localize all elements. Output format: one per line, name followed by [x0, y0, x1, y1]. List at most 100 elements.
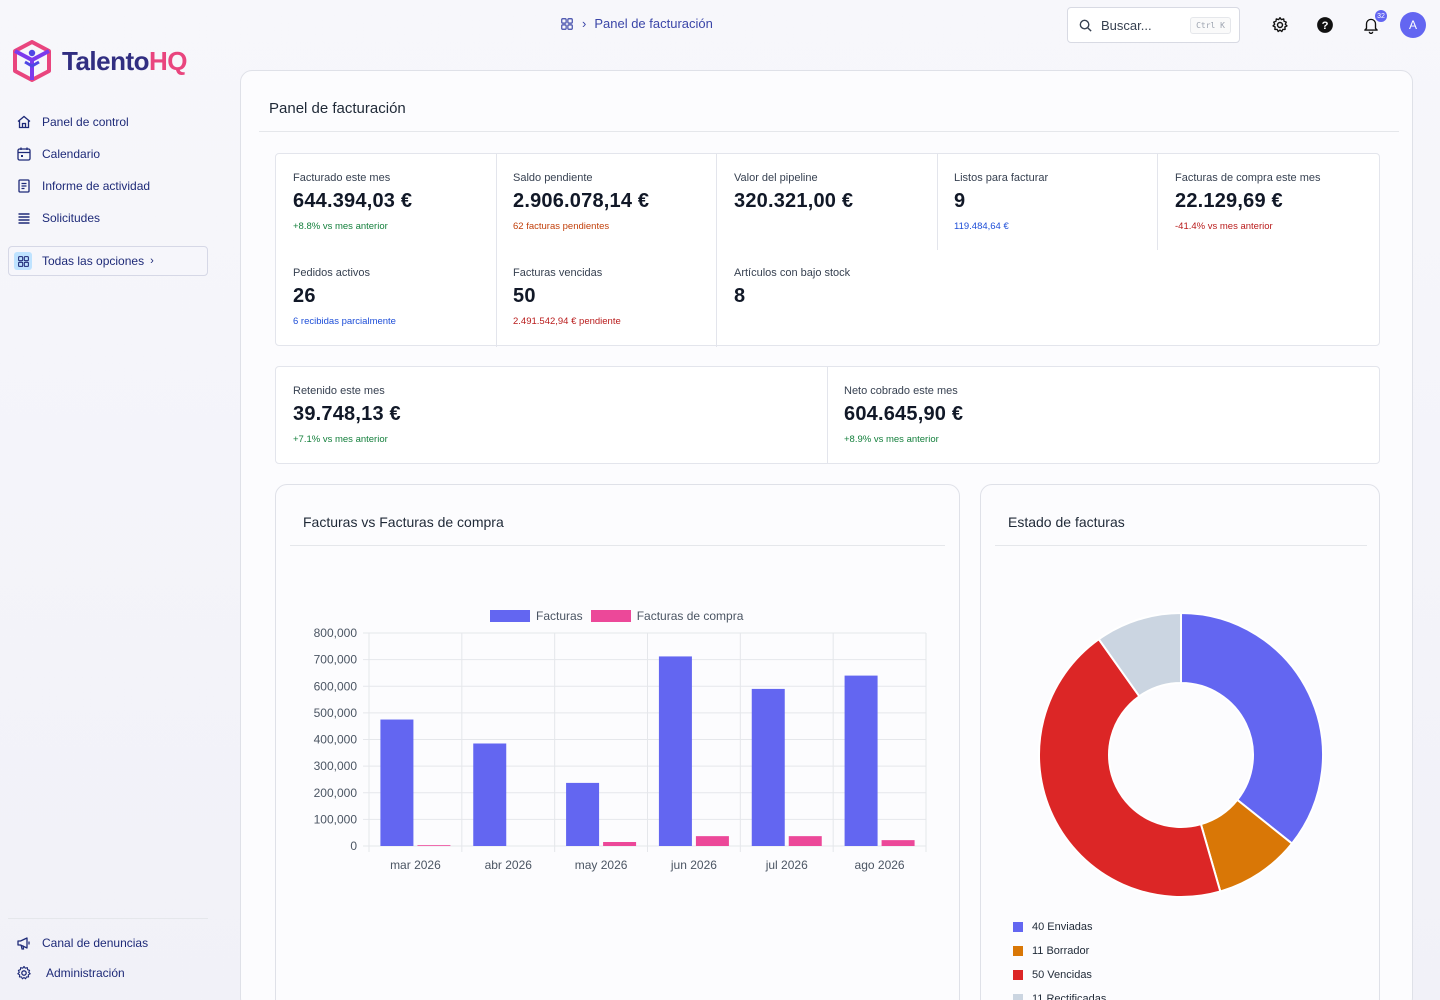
donut-slice-vencidas[interactable]	[1038, 637, 1222, 898]
bar-facturas-compra[interactable]	[417, 845, 451, 846]
sidebar-item-label: Solicitudes	[42, 211, 101, 225]
search-icon	[1079, 19, 1092, 32]
kpi-trend: -41.4% vs mes anterior	[1175, 221, 1273, 232]
kpi-card[interactable]: Neto cobrado este mes 604.645,90 € +8.9%…	[827, 367, 1377, 445]
kpi-value: 644.394,03 €	[293, 190, 413, 212]
kpi-card[interactable]: Retenido este mes 39.748,13 € +7.1% vs m…	[276, 367, 826, 445]
bar-facturas[interactable]	[751, 688, 785, 846]
all-options-label: Todas las opciones	[42, 254, 145, 268]
search-input[interactable]	[1101, 17, 1181, 33]
sidebar-item-panel-control[interactable]: Panel de control	[8, 106, 208, 138]
help-button[interactable]: ?	[1314, 14, 1336, 36]
bar-facturas[interactable]	[658, 656, 692, 846]
legend-label: 40 Enviadas	[1032, 921, 1093, 933]
x-tick-label: may 2026	[575, 858, 628, 872]
kpi-label: Neto cobrado este mes	[844, 385, 958, 397]
bell-icon	[1364, 18, 1378, 34]
sidebar-item-label: Administración	[46, 966, 125, 980]
bar-facturas[interactable]	[566, 782, 600, 846]
sidebar-item-canal-denuncias[interactable]: Canal de denuncias	[8, 928, 208, 958]
bar-chart: 0 100,000 200,000 300,000 400,000 500,000 600,…	[314, 626, 927, 872]
calendar-icon	[17, 147, 31, 161]
kpi-label: Artículos con bajo stock	[734, 267, 851, 279]
kpi-label: Valor del pipeline	[734, 172, 818, 184]
divider	[290, 545, 945, 546]
kpi-label: Facturas vencidas	[513, 267, 603, 279]
legend-item[interactable]: 11 Borrador	[1013, 939, 1106, 963]
sidebar-item-calendario[interactable]: Calendario	[8, 138, 208, 170]
kpi-card[interactable]: Facturado este mes 644.394,03 € +8.8% vs…	[276, 154, 496, 232]
x-tick-label: mar 2026	[390, 858, 441, 872]
y-tick-label: 700,000	[314, 653, 358, 667]
kpi-value: 320.321,00 €	[734, 190, 854, 212]
kpi-trend: 6 recibidas parcialmente	[293, 316, 396, 327]
sidebar-item-label: Calendario	[42, 147, 101, 161]
kpi-card[interactable]: Artículos con bajo stock 8	[717, 249, 1017, 308]
shortcut-hint: Ctrl K	[1190, 16, 1231, 34]
logo-text: TalentoHQ	[62, 45, 188, 76]
notifications-button[interactable]	[1360, 14, 1382, 36]
kpi-value: 9	[954, 190, 966, 212]
bar-chart-card: Facturas vs Facturas de compra Facturas …	[275, 484, 960, 1000]
y-tick-label: 800,000	[314, 626, 358, 640]
kpi-card[interactable]: Facturas vencidas 50 2.491.542,94 € pend…	[496, 249, 716, 327]
kpi-card[interactable]: Facturas de compra este mes 22.129,69 € …	[1158, 154, 1378, 232]
notification-badge: 32	[1375, 10, 1387, 22]
sidebar-item-solicitudes[interactable]: Solicitudes	[8, 202, 208, 234]
divider	[937, 154, 938, 250]
donut-slice-rectificadas[interactable]	[1097, 611, 1182, 698]
y-tick-label: 100,000	[314, 812, 358, 826]
kpi-trend: 62 facturas pendientes	[513, 221, 610, 232]
breadcrumb-current[interactable]: Panel de facturación	[594, 16, 713, 31]
divider	[716, 154, 717, 347]
bar-facturas[interactable]	[473, 743, 507, 846]
legend-item[interactable]: Facturas de compra	[590, 609, 744, 623]
kpi-trend: +8.8% vs mes anterior	[293, 221, 388, 232]
kpi-trend: +7.1% vs mes anterior	[293, 434, 388, 445]
chevron-right-icon: ›	[150, 255, 154, 267]
donut-chart-card: Estado de facturas 40 Enviadas 11 Borrado…	[980, 484, 1380, 1000]
legend-item[interactable]: 50 Vencidas	[1013, 963, 1106, 987]
divider	[995, 545, 1367, 546]
kpi-trend: 2.491.542,94 € pendiente	[513, 316, 621, 327]
avatar[interactable]: A	[1400, 12, 1426, 38]
card-title: Facturas vs Facturas de compra	[303, 514, 504, 530]
bar-facturas-compra[interactable]	[695, 836, 729, 846]
megaphone-icon	[17, 937, 30, 950]
logo[interactable]: TalentoHQ	[12, 40, 188, 82]
legend-item[interactable]: 40 Enviadas	[1013, 915, 1106, 939]
bar-facturas-compra[interactable]	[788, 836, 822, 846]
kpi-card[interactable]: Saldo pendiente 2.906.078,14 € 62 factur…	[496, 154, 716, 232]
grid-icon[interactable]	[560, 17, 574, 31]
x-tick-label: ago 2026	[855, 858, 905, 872]
kpi-card[interactable]: Listos para facturar 9 119.484,64 €	[937, 154, 1157, 232]
kpi-card[interactable]: Valor del pipeline 320.321,00 €	[717, 154, 937, 213]
all-options-button[interactable]: Todas las opciones ›	[8, 246, 208, 276]
divider	[259, 131, 1399, 132]
legend-label: 50 Vencidas	[1032, 969, 1092, 981]
search-box[interactable]: Ctrl K	[1067, 7, 1240, 43]
legend-swatch	[490, 610, 530, 622]
legend-item[interactable]: 11 Rectificadas	[1013, 987, 1106, 1000]
sidebar-item-administracion[interactable]: Administración	[8, 958, 208, 988]
legend-swatch	[1013, 922, 1023, 932]
x-tick-label: jun 2026	[670, 858, 717, 872]
sidebar-item-label: Canal de denuncias	[42, 936, 149, 950]
donut-slice-enviadas[interactable]	[1180, 611, 1324, 845]
legend-item[interactable]: Facturas	[490, 609, 583, 623]
divider	[1157, 154, 1158, 250]
donut-chart	[1038, 611, 1324, 898]
settings-button[interactable]	[1269, 14, 1291, 36]
legend-label: Facturas de compra	[636, 609, 744, 623]
kpi-card[interactable]: Pedidos activos 26 6 recibidas parcialme…	[276, 249, 496, 327]
gear-icon	[17, 965, 31, 980]
legend-swatch	[590, 610, 631, 622]
sidebar-nav: Panel de control Calendario Informe de a…	[8, 106, 208, 276]
kpi-trend: 119.484,64 €	[954, 221, 1009, 232]
bar-facturas[interactable]	[380, 719, 414, 846]
sidebar-item-informe-actividad[interactable]: Informe de actividad	[8, 170, 208, 202]
bar-facturas-compra[interactable]	[603, 842, 637, 846]
main-panel: Panel de facturación Facturado este mes …	[240, 70, 1413, 1000]
bar-facturas-compra[interactable]	[881, 840, 915, 846]
bar-facturas[interactable]	[844, 675, 878, 846]
